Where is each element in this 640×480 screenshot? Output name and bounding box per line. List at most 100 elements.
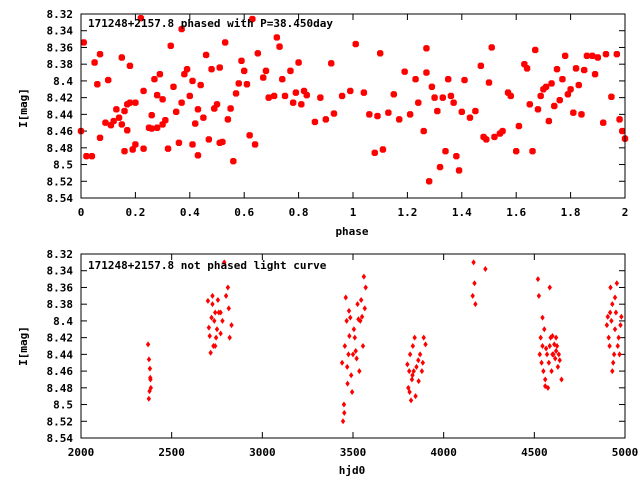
phased-data-point [390,91,397,98]
unphased-data-point [218,309,223,316]
phased-data-point [80,39,87,46]
phased-data-point [450,99,457,106]
phased-data-point [513,147,520,155]
phased-data-point [445,76,452,83]
unphased-data-point [547,343,552,349]
phased-data-point [589,52,596,60]
unphased-data-point [541,368,546,375]
unphased-data-point [346,307,352,314]
phased-ytick-label: 8.32 [47,8,74,21]
unphased-data-point [537,351,542,358]
phased-data-point [124,127,131,134]
unphased-data-point [410,343,416,349]
unphased-data-point [344,363,350,370]
phased-data-point [129,146,136,153]
phased-data-point [434,107,441,115]
unphased-ytick-label: 8.52 [47,415,74,428]
phased-xtick-label: 2 [622,206,629,219]
unphased-data-point [407,351,413,358]
unphased-data-point [226,305,231,312]
phased-plot-title: 171248+2157.8 phased with P=38.450day [88,17,333,30]
unphased-data-point [539,359,544,366]
phased-data-point [616,116,623,123]
unphased-data-point [472,280,477,287]
unphased-data-point [616,334,621,341]
phased-data-point [162,117,169,124]
unphased-data-point [344,317,349,324]
unphased-ytick-label: 8.36 [47,281,74,294]
unphased-data-point [209,314,214,321]
unphased-data-point [610,368,615,375]
phased-data-point [126,62,134,70]
phased-ytick-label: 8.48 [47,142,74,155]
unphased-ytick-label: 8.4 [53,315,73,328]
phased-data-point [88,152,96,160]
phased-data-point [219,138,226,146]
unphased-data-point [355,301,360,308]
phased-data-point [523,65,531,72]
unphased-data-point [546,359,552,366]
phased-plot-panel: 0 0.2 0.4 0.6 0.8 1 1.2 1.4 1.6 1.8 2 8.32 8.34 8.36 8… [17,8,628,238]
phased-data-point [425,178,433,185]
unphased-data-point [542,326,547,333]
phased-data-point [213,101,221,108]
unphased-data-point [348,372,354,379]
phased-data-point [281,92,289,100]
unphased-data-point [471,259,476,266]
unphased-ytick-label: 8.48 [47,382,74,395]
unphased-data-point [215,297,221,303]
unphased-data-point [223,292,229,299]
unphased-plot-ylabel: I[mag] [17,326,30,366]
phased-data-point [461,76,468,84]
unphased-data-point [544,351,550,358]
unphased-data-point [348,314,353,321]
phased-data-point [537,92,544,100]
phased-data-point [238,57,245,65]
phased-ytick-label: 8.54 [47,192,74,205]
unphased-data-point [213,334,219,341]
phased-data-point [105,76,112,84]
unphased-data-point [349,389,355,395]
unphased-data-point [146,356,152,363]
unphased-data-point [540,314,545,321]
unphased-data-point [612,326,618,333]
phased-data-point [118,54,125,61]
phased-xtick-label: 0.4 [180,206,200,219]
unphased-data-point [557,357,562,364]
unphased-data-point [358,297,364,303]
unphased-data-point [212,317,217,324]
phased-data-point [178,25,185,33]
unphased-data-point [363,284,368,291]
unphased-xtick-label: 4500 [521,446,548,459]
unphased-ytick-label: 8.38 [47,298,74,311]
phased-data-point [276,43,283,50]
phased-data-point [551,102,558,110]
unphased-data-point [352,334,358,341]
unphased-data-point [146,395,152,402]
phased-data-point [466,114,474,121]
unphased-data-point [148,376,153,383]
unphased-data-point [347,332,352,339]
unphased-data-point [218,330,223,337]
phased-data-point [230,158,237,165]
phased-data-point [181,71,188,78]
unphased-data-point [607,309,613,316]
phased-data-point [311,118,319,126]
unphased-data-point [353,348,358,355]
phased-data-point [200,114,207,121]
phased-data-point [613,50,621,58]
phased-data-point [260,74,267,81]
phased-data-point [118,121,125,128]
unphased-data-point [417,351,423,358]
unphased-data-point [208,349,213,356]
phased-data-point [559,76,566,83]
phased-data-point [499,127,506,135]
unphased-data-point [357,368,362,375]
phased-data-point [94,81,101,88]
phased-plot-frame [80,13,626,199]
phased-data-point [412,76,419,83]
unphased-data-point [342,343,348,349]
phased-data-point [532,46,539,54]
phased-data-point [401,68,408,75]
phased-data-point [241,67,248,75]
